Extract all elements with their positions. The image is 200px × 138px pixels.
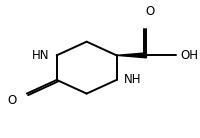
Text: HN: HN	[32, 49, 49, 62]
Text: O: O	[146, 6, 155, 18]
Text: OH: OH	[180, 49, 198, 62]
Text: NH: NH	[124, 73, 141, 86]
Text: O: O	[7, 94, 17, 107]
Polygon shape	[117, 53, 146, 58]
